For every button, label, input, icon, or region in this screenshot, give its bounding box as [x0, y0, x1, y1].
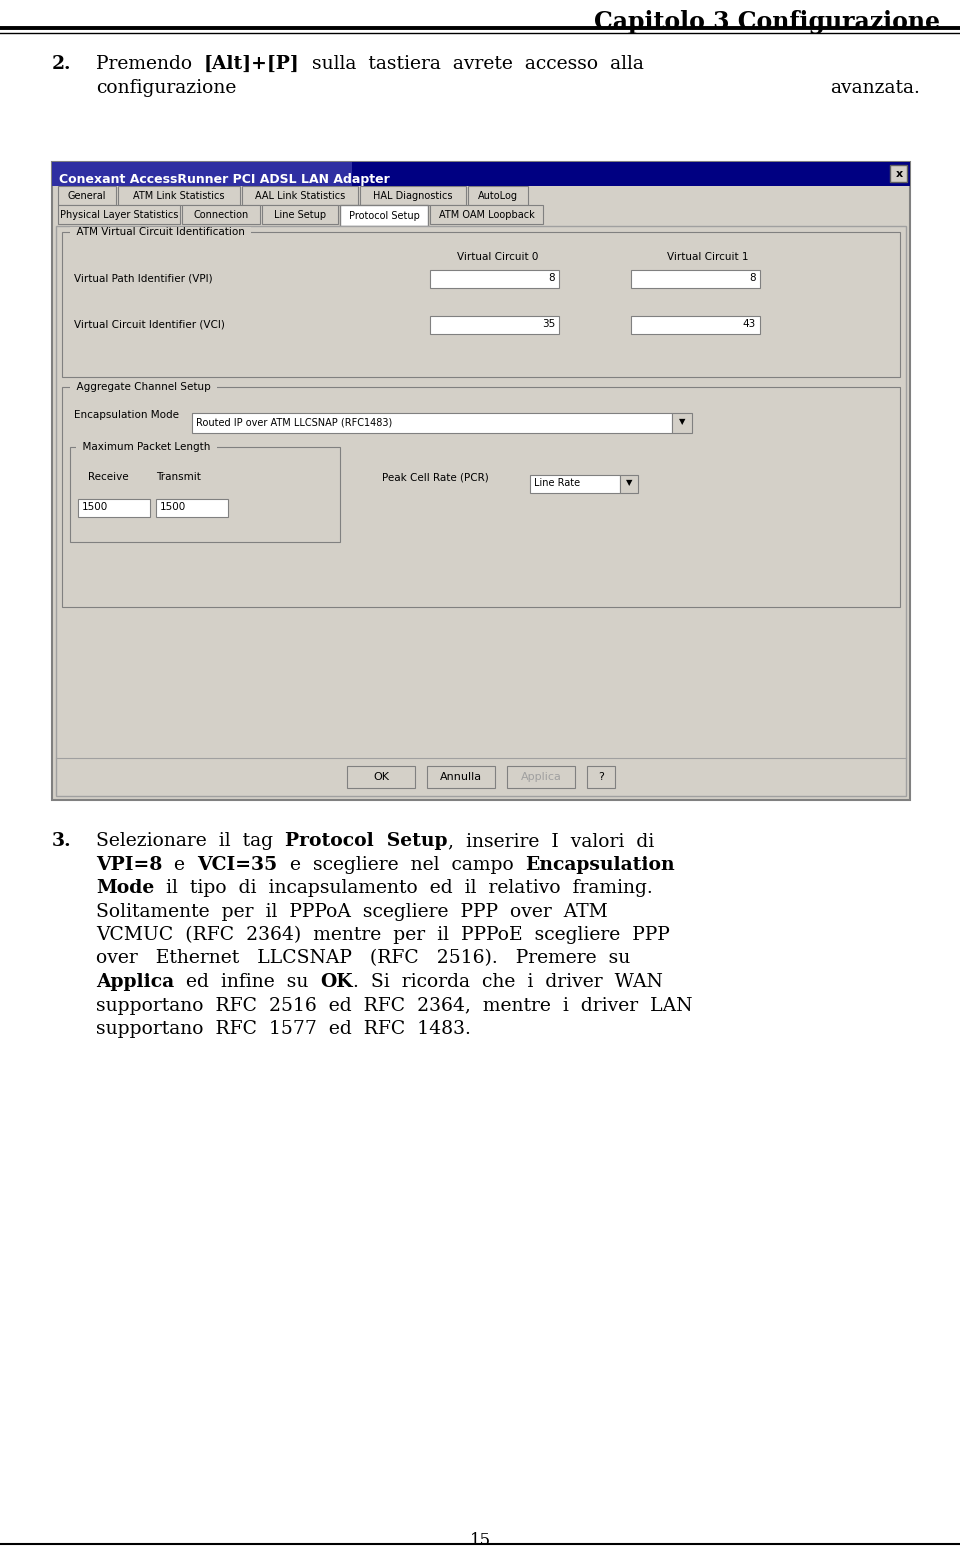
- Text: Peak Cell Rate (PCR): Peak Cell Rate (PCR): [382, 472, 489, 483]
- Bar: [52, 162, 910, 800]
- Bar: [530, 475, 620, 494]
- Bar: [262, 206, 338, 224]
- Bar: [468, 185, 528, 206]
- Text: Connection: Connection: [193, 210, 249, 220]
- Bar: [430, 269, 559, 288]
- Bar: [56, 226, 906, 796]
- Text: 1500: 1500: [160, 501, 186, 512]
- Text: VCMUC  (RFC  2364)  mentre  per  il  PPPoE  scegliere  PPP: VCMUC (RFC 2364) mentre per il PPPoE sce…: [96, 926, 670, 944]
- Text: Mode: Mode: [96, 880, 155, 897]
- Text: supportano  RFC  1577  ed  RFC  1483.: supportano RFC 1577 ed RFC 1483.: [96, 1020, 470, 1039]
- Text: 35: 35: [541, 319, 555, 329]
- Text: HAL Diagnostics: HAL Diagnostics: [373, 190, 453, 201]
- Bar: [430, 316, 559, 335]
- Text: VPI=8: VPI=8: [96, 855, 162, 873]
- Text: Solitamente  per  il  PPPoA  scegliere  PPP  over  ATM: Solitamente per il PPPoA scegliere PPP o…: [96, 903, 608, 920]
- Bar: [58, 185, 116, 206]
- Bar: [62, 232, 900, 377]
- Text: 8: 8: [548, 272, 555, 283]
- Text: .  Si  ricorda  che  i  driver  WAN: . Si ricorda che i driver WAN: [353, 973, 663, 990]
- Text: e  scegliere  nel  campo: e scegliere nel campo: [277, 855, 525, 873]
- Text: ATM OAM Loopback: ATM OAM Loopback: [439, 210, 535, 220]
- Text: 3.: 3.: [52, 831, 72, 850]
- Text: Conexant AccessRunner PCI ADSL LAN Adapter: Conexant AccessRunner PCI ADSL LAN Adapt…: [59, 173, 390, 185]
- Text: Virtual Path Identifier (VPI): Virtual Path Identifier (VPI): [74, 272, 212, 283]
- Bar: [182, 206, 260, 224]
- Text: Applica: Applica: [96, 973, 174, 990]
- Bar: [156, 498, 228, 517]
- Text: Protocol  Setup: Protocol Setup: [285, 831, 447, 850]
- Bar: [620, 475, 638, 494]
- Text: Virtual Circuit Identifier (VCI): Virtual Circuit Identifier (VCI): [74, 319, 225, 329]
- Text: 8: 8: [750, 272, 756, 283]
- Text: VCI=35: VCI=35: [198, 855, 277, 873]
- Text: avanzata.: avanzata.: [830, 79, 920, 97]
- Text: OK: OK: [373, 772, 389, 782]
- Text: ed  infine  su: ed infine su: [174, 973, 321, 990]
- Text: ATM Link Statistics: ATM Link Statistics: [133, 190, 225, 201]
- Text: [Alt]+[P]: [Alt]+[P]: [204, 54, 300, 73]
- Text: Physical Layer Statistics: Physical Layer Statistics: [60, 210, 179, 220]
- Bar: [672, 413, 692, 433]
- Text: Applica: Applica: [520, 772, 562, 782]
- Bar: [340, 206, 428, 226]
- Text: Selezionare  il  tag: Selezionare il tag: [96, 831, 285, 850]
- Text: Virtual Circuit 1: Virtual Circuit 1: [666, 252, 748, 262]
- Text: x: x: [896, 170, 902, 179]
- Text: supportano  RFC  2516  ed  RFC  2364,  mentre  i  driver  LAN: supportano RFC 2516 ed RFC 2364, mentre …: [96, 996, 692, 1015]
- Text: Aggregate Channel Setup: Aggregate Channel Setup: [70, 381, 217, 392]
- Bar: [192, 413, 672, 433]
- Text: Encapsulation: Encapsulation: [525, 855, 675, 873]
- Bar: [427, 766, 495, 788]
- Bar: [58, 206, 180, 224]
- Text: ?: ?: [598, 772, 604, 782]
- Text: 15: 15: [469, 1532, 491, 1549]
- Text: ATM Virtual Circuit Identification: ATM Virtual Circuit Identification: [70, 227, 252, 237]
- Bar: [890, 165, 907, 182]
- Text: Premendo: Premendo: [96, 54, 204, 73]
- Bar: [360, 185, 466, 206]
- Text: e: e: [162, 855, 198, 873]
- Bar: [70, 447, 340, 542]
- Text: 2.: 2.: [52, 54, 71, 73]
- Bar: [242, 185, 358, 206]
- Text: General: General: [68, 190, 107, 201]
- Bar: [587, 766, 615, 788]
- Bar: [52, 162, 352, 185]
- Text: Receive: Receive: [87, 472, 129, 483]
- Text: 43: 43: [743, 319, 756, 329]
- Text: Virtual Circuit 0: Virtual Circuit 0: [457, 252, 539, 262]
- Bar: [430, 206, 543, 224]
- Bar: [62, 388, 900, 607]
- Text: ▼: ▼: [679, 417, 685, 427]
- Text: il  tipo  di  incapsulamento  ed  il  relativo  framing.: il tipo di incapsulamento ed il relativo…: [155, 880, 653, 897]
- Bar: [631, 269, 760, 288]
- Text: configurazione: configurazione: [96, 79, 236, 97]
- Text: Annulla: Annulla: [440, 772, 482, 782]
- Bar: [118, 185, 240, 206]
- Text: over   Ethernet   LLCSNAP   (RFC   2516).   Premere  su: over Ethernet LLCSNAP (RFC 2516). Premer…: [96, 950, 631, 967]
- Text: ▼: ▼: [626, 478, 633, 487]
- Bar: [52, 162, 910, 185]
- Bar: [507, 766, 575, 788]
- Text: Routed IP over ATM LLCSNAP (RFC1483): Routed IP over ATM LLCSNAP (RFC1483): [196, 417, 393, 427]
- Text: Line Rate: Line Rate: [534, 478, 580, 487]
- Text: ,  inserire  I  valori  di: , inserire I valori di: [447, 831, 654, 850]
- Text: Transmit: Transmit: [156, 472, 201, 483]
- Text: sulla  tastiera  avrete  accesso  alla: sulla tastiera avrete accesso alla: [300, 54, 644, 73]
- Text: Capitolo 3 Configurazione: Capitolo 3 Configurazione: [594, 9, 940, 34]
- Text: AAL Link Statistics: AAL Link Statistics: [254, 190, 346, 201]
- Text: OK: OK: [321, 973, 353, 990]
- Text: 1500: 1500: [82, 501, 108, 512]
- Text: Protocol Setup: Protocol Setup: [348, 210, 420, 221]
- Bar: [631, 316, 760, 335]
- Text: Line Setup: Line Setup: [274, 210, 326, 220]
- Bar: [78, 498, 150, 517]
- Bar: [347, 766, 415, 788]
- Text: Maximum Packet Length: Maximum Packet Length: [76, 442, 217, 452]
- Text: AutoLog: AutoLog: [478, 190, 518, 201]
- Text: Encapsulation Mode: Encapsulation Mode: [74, 409, 179, 420]
